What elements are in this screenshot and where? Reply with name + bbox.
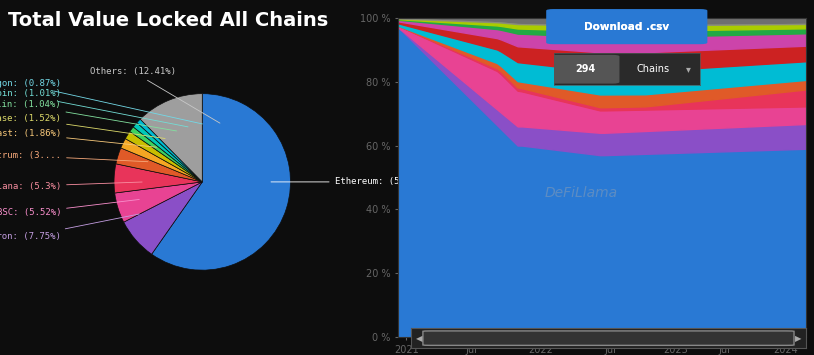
Wedge shape: [125, 132, 202, 182]
Wedge shape: [137, 119, 202, 182]
Text: Arbitrum: (3....: Arbitrum: (3....: [0, 151, 148, 162]
Text: Tron: (7.75%): Tron: (7.75%): [0, 214, 139, 241]
Wedge shape: [151, 94, 291, 270]
Text: 294: 294: [575, 64, 596, 74]
FancyBboxPatch shape: [546, 9, 707, 44]
Text: ▶: ▶: [794, 334, 801, 343]
Text: Total Value Locked All Chains: Total Value Locked All Chains: [8, 11, 328, 30]
Wedge shape: [129, 127, 202, 182]
Text: DeFiLlama: DeFiLlama: [545, 186, 618, 201]
Wedge shape: [124, 182, 202, 254]
Wedge shape: [120, 139, 202, 182]
Text: Download .csv: Download .csv: [584, 22, 669, 32]
Text: BSC: (5.52%): BSC: (5.52%): [0, 200, 139, 217]
Text: Chains: Chains: [637, 64, 670, 74]
Text: Others: (12.41%): Others: (12.41%): [90, 67, 220, 123]
Text: Bitcoin: (1.01%): Bitcoin: (1.01%): [0, 89, 188, 127]
Text: Polygon: (0.87%): Polygon: (0.87%): [0, 78, 203, 124]
Text: Solana: (5.3%): Solana: (5.3%): [0, 182, 142, 191]
Wedge shape: [133, 122, 202, 182]
Wedge shape: [114, 164, 202, 193]
Text: Base: (1.52%): Base: (1.52%): [0, 114, 165, 138]
Wedge shape: [116, 148, 202, 182]
Wedge shape: [115, 182, 202, 222]
FancyBboxPatch shape: [423, 331, 794, 345]
Text: Merlin: (1.04%): Merlin: (1.04%): [0, 100, 177, 131]
Text: ▾: ▾: [686, 64, 691, 74]
Text: Blast: (1.86%): Blast: (1.86%): [0, 129, 156, 147]
Text: Download .csv: Download .csv: [584, 22, 669, 32]
Text: ◀: ◀: [416, 334, 422, 343]
Wedge shape: [140, 94, 202, 182]
Text: Ethereum: (59...: Ethereum: (59...: [271, 178, 421, 186]
FancyBboxPatch shape: [549, 55, 619, 83]
